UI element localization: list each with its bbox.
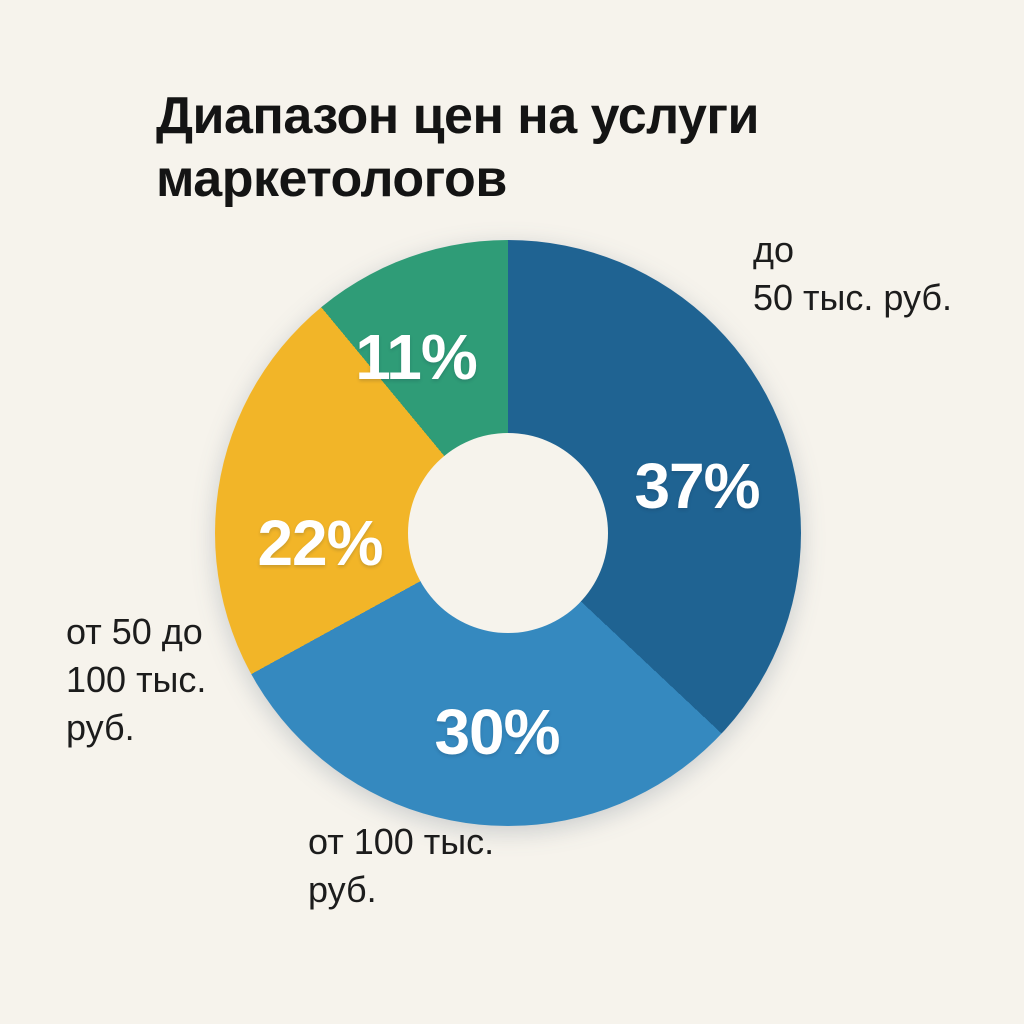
annotation-line: до: [753, 229, 795, 270]
chart-title: Диапазон цен на услуги маркетологов: [156, 86, 760, 208]
annotation-up-to-50k: до 50 тыс. руб.: [753, 226, 952, 322]
annotation-line: 50 тыс. руб.: [753, 277, 953, 318]
donut-chart: [215, 240, 801, 826]
annotation-over-100k: от 100 тыс. руб.: [308, 818, 494, 914]
slice-percent-label-30: 30%: [434, 696, 560, 768]
annotation-line: от 100 тыс.: [308, 821, 495, 862]
slice-percent-label-22: 22%: [257, 507, 383, 579]
slice-percent-label-11: 11%: [355, 321, 478, 393]
annotation-line: от 50 до: [66, 611, 203, 652]
annotation-line: руб.: [66, 707, 135, 748]
annotation-line: руб.: [308, 869, 377, 910]
donut-hole: [408, 433, 608, 633]
annotation-50k-to-100k: от 50 до 100 тыс. руб.: [66, 608, 206, 752]
slice-percent-label-37: 37%: [634, 450, 760, 522]
annotation-line: 100 тыс.: [66, 659, 207, 700]
